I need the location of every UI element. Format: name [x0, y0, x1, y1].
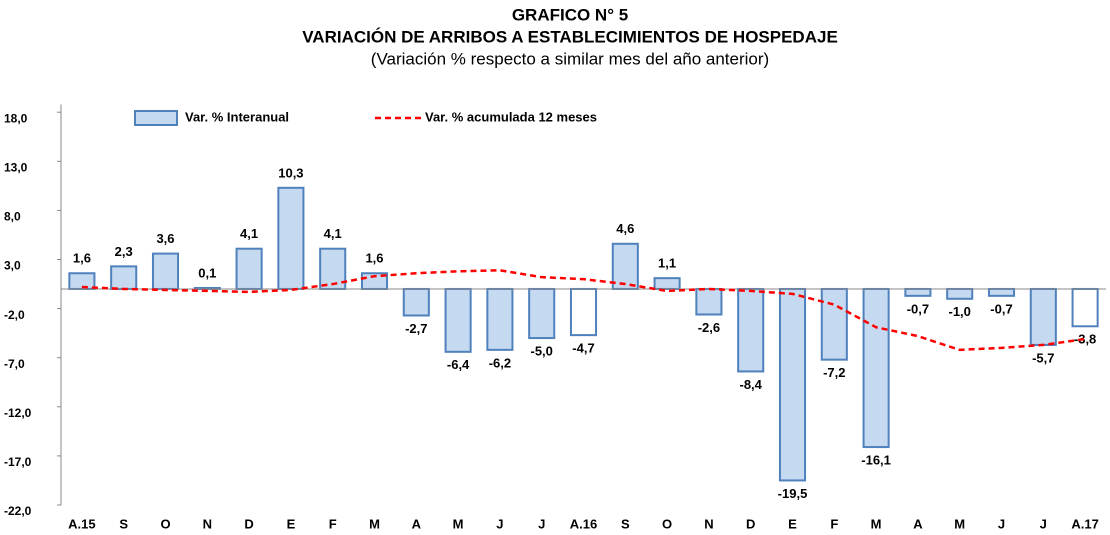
chart-title: GRAFICO N° 5	[512, 5, 628, 24]
bar	[528, 287, 556, 340]
x-tick-label: S	[119, 516, 128, 531]
x-tick-label: F	[830, 516, 838, 531]
data-label: -1,0	[948, 304, 970, 319]
x-tick-label: J	[496, 516, 503, 531]
bar	[737, 287, 765, 373]
bar	[1029, 287, 1057, 346]
x-tick-label: E	[287, 516, 296, 531]
data-label: 4,6	[616, 221, 634, 236]
data-label: -4,7	[572, 341, 594, 356]
bar	[319, 247, 347, 290]
y-tick-label: -12,0	[4, 406, 32, 420]
data-label: 1,6	[365, 251, 383, 266]
legend-label: Var. % Interanual	[185, 109, 289, 124]
data-label: -2,6	[698, 320, 720, 335]
data-label: -16,1	[861, 452, 891, 467]
x-tick-label: F	[329, 516, 337, 531]
x-tick-label: N	[203, 516, 212, 531]
x-tick-label: J	[538, 516, 545, 531]
bar	[110, 265, 138, 290]
x-tick-label: O	[662, 516, 672, 531]
x-tick-label: A.15	[68, 516, 95, 531]
x-tick-label: E	[788, 516, 797, 531]
x-tick-label: M	[871, 516, 882, 531]
x-tick-label: M	[954, 516, 965, 531]
x-tick-label: A.16	[570, 516, 597, 531]
bar	[778, 287, 807, 482]
data-label: -8,4	[739, 377, 762, 392]
y-tick-label: -17,0	[4, 455, 32, 469]
data-label: -0,7	[907, 301, 929, 316]
bar	[235, 247, 263, 290]
data-label: -0,7	[990, 301, 1012, 316]
data-label: -7,2	[823, 365, 845, 380]
x-tick-label: N	[704, 516, 713, 531]
x-tick-label: A	[913, 516, 923, 531]
bar	[862, 287, 890, 449]
data-label: 1,1	[658, 256, 676, 271]
bar	[611, 242, 639, 290]
data-label: 2,3	[115, 244, 133, 259]
data-label: 10,3	[278, 165, 303, 180]
data-label: 0,1	[198, 265, 216, 280]
bar	[277, 186, 305, 290]
x-tick-label: S	[621, 516, 630, 531]
line	[81, 269, 1086, 352]
bar	[820, 287, 848, 361]
x-tick-label: D	[746, 516, 755, 531]
data-label: 4,1	[324, 226, 342, 241]
data-label: -3,8	[1074, 332, 1096, 347]
y-tick-label: 3,0	[4, 259, 21, 273]
y-tick-label: -2,0	[4, 308, 25, 322]
bar	[946, 287, 974, 300]
data-label: -19,5	[778, 486, 808, 501]
x-tick-label: A.17	[1071, 516, 1098, 531]
data-label: -2,7	[405, 321, 427, 336]
y-tick-label: 18,0	[4, 111, 28, 125]
bar	[151, 252, 180, 290]
data-label: -6,4	[447, 357, 470, 372]
data-label: 3,6	[156, 231, 174, 246]
x-tick-label: J	[1040, 516, 1047, 531]
y-tick-label: 8,0	[4, 210, 21, 224]
legend-label: Var. % acumulada 12 meses	[425, 109, 597, 124]
y-tick-label: -22,0	[4, 504, 32, 518]
bar	[569, 287, 598, 337]
x-tick-label: D	[244, 516, 253, 531]
chart-note: (Variación % respecto a similar mes del …	[371, 49, 769, 68]
bar	[987, 287, 1016, 297]
y-tick-label: -7,0	[4, 357, 25, 371]
x-tick-label: M	[453, 516, 464, 531]
bar	[402, 287, 430, 317]
bar	[904, 287, 932, 297]
x-tick-label: M	[369, 516, 380, 531]
chart-subtitle: VARIACIÓN DE ARRIBOS A ESTABLECIMIENTOS …	[302, 27, 838, 46]
x-tick-label: J	[998, 516, 1005, 531]
data-label: -5,0	[530, 343, 552, 358]
y-tick-label: 13,0	[4, 160, 28, 174]
x-tick-label: A	[412, 516, 422, 531]
data-label: 1,6	[73, 251, 91, 266]
data-label: 4,1	[240, 226, 258, 241]
bar	[444, 287, 472, 353]
data-label: -6,2	[489, 355, 511, 370]
bar	[1071, 287, 1099, 328]
bar	[695, 287, 723, 316]
legend-swatch	[134, 110, 178, 126]
bar	[486, 287, 514, 351]
data-label: -5,7	[1032, 350, 1054, 365]
bar	[68, 272, 96, 290]
x-tick-label: O	[160, 516, 170, 531]
bar	[653, 277, 681, 290]
